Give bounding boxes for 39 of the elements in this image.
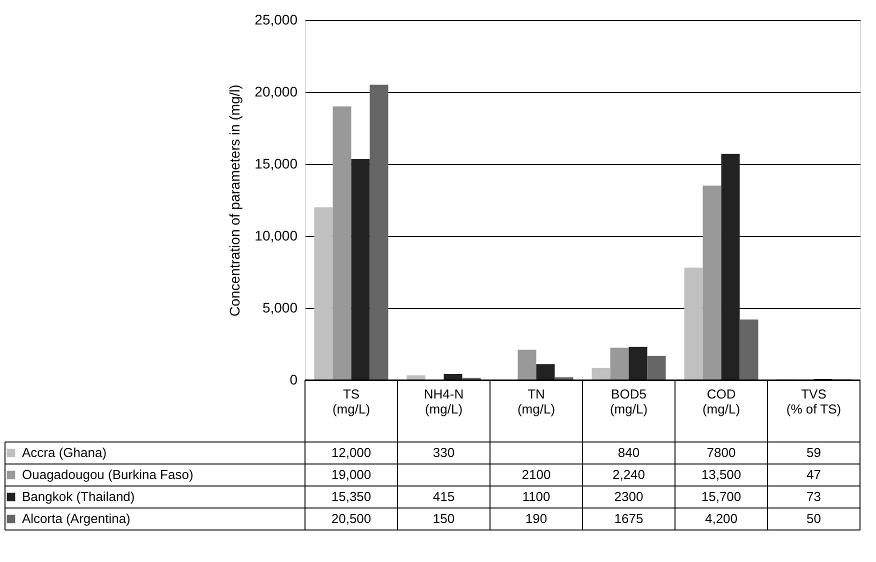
data-label: 4,200 <box>704 511 738 526</box>
y-axis-title: Concentration of parameters in (mg/l) <box>226 84 243 316</box>
x-tick-label: BOD5 (mg/L) <box>610 386 648 416</box>
data-label: 47 <box>806 467 821 482</box>
data-label: 2100 <box>522 467 551 482</box>
data-label: 15,350 <box>331 489 372 504</box>
y-tick-label: 0 <box>290 372 298 388</box>
y-tick-label: 5,000 <box>262 300 298 316</box>
y-tick-label: 15,000 <box>254 156 298 172</box>
x-tick-label: TN (mg/L) <box>517 386 556 416</box>
data-label: 2300 <box>614 489 644 504</box>
y-tick-label: 10,000 <box>254 228 298 244</box>
data-label: 2,240 <box>612 467 646 482</box>
x-tick-label: TVS (% of TS) <box>786 386 842 416</box>
data-label: 415 <box>432 489 455 504</box>
data-label: 1100 <box>522 489 550 504</box>
x-tick-label: COD (mg/L) <box>702 386 740 416</box>
legend-label: Ouagadougou (Burkina Faso) <box>22 467 194 482</box>
data-label: 1675 <box>614 511 644 526</box>
data-label: 12,000 <box>331 445 372 460</box>
data-label: 13,500 <box>701 467 742 482</box>
data-label: 59 <box>806 445 821 460</box>
data-label: 73 <box>806 489 821 504</box>
legend-label: Alcorta (Argentina) <box>22 511 130 526</box>
data-label: 50 <box>806 511 821 526</box>
data-label: 15,700 <box>701 489 742 504</box>
data-label: 7800 <box>706 445 736 460</box>
legend-label: Bangkok (Thailand) <box>22 489 135 504</box>
data-label: 330 <box>432 445 455 460</box>
data-label: 190 <box>525 511 548 526</box>
data-label: 20,500 <box>331 511 372 526</box>
y-tick-label: 25,000 <box>254 12 298 28</box>
x-tick-label: TS (mg/L) <box>332 386 370 416</box>
legend-label: Accra (Ghana) <box>22 445 107 460</box>
data-label: 150 <box>432 511 455 526</box>
data-label: 840 <box>618 445 640 460</box>
data-label: 19,000 <box>331 467 372 482</box>
y-tick-label: 20,000 <box>254 84 298 100</box>
x-tick-label: NH4-N (mg/L) <box>424 386 464 416</box>
